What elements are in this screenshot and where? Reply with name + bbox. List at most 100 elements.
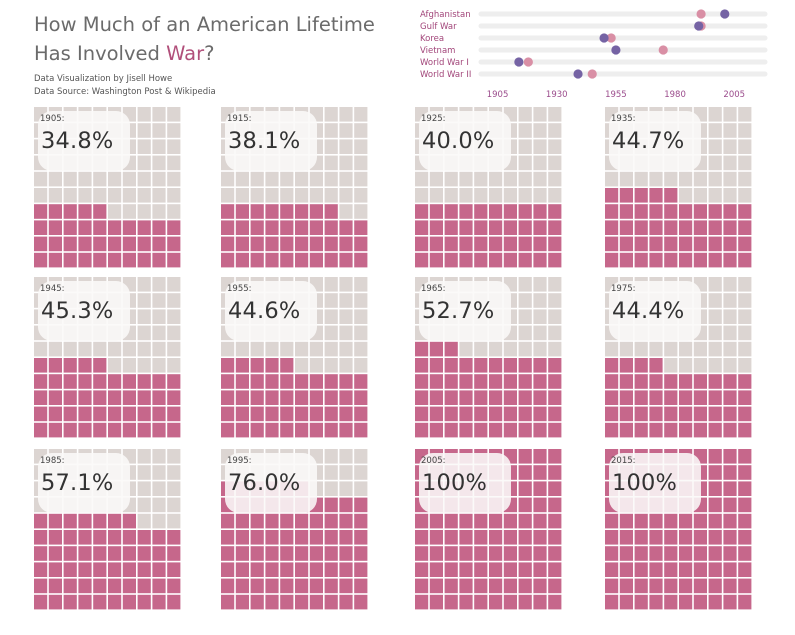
war-square: [605, 358, 619, 373]
peace-square: [354, 325, 368, 341]
war-square: [34, 204, 48, 219]
war-square: [280, 390, 294, 405]
war-square: [503, 374, 517, 389]
war-square: [63, 236, 77, 252]
peace-square: [518, 155, 532, 171]
peace-square: [738, 107, 752, 122]
peace-square: [474, 188, 488, 203]
war-square: [619, 546, 633, 561]
peace-square: [354, 107, 368, 122]
war-square: [295, 513, 309, 529]
peace-square: [167, 139, 181, 154]
war-square: [444, 358, 458, 373]
panel-year: 1995:: [227, 456, 252, 466]
x-tick-label: 1930: [546, 90, 568, 100]
peace-square: [693, 358, 707, 373]
war-square: [459, 546, 473, 561]
war-square: [444, 252, 458, 268]
war-square: [548, 578, 562, 594]
war-square: [723, 449, 737, 464]
war-square: [221, 594, 235, 610]
war-end-dot: [696, 9, 706, 19]
war-square: [605, 374, 619, 389]
war-square: [605, 594, 619, 610]
war-square: [444, 406, 458, 422]
peace-square: [309, 358, 323, 373]
war-square: [664, 374, 678, 389]
war-end-dot: [658, 45, 668, 55]
war-square: [324, 252, 338, 268]
war-square: [63, 578, 77, 594]
war-square: [548, 204, 562, 219]
war-square: [533, 497, 547, 513]
war-square: [221, 530, 235, 545]
war-square: [533, 465, 547, 480]
war-square: [167, 422, 181, 438]
war-square: [708, 252, 722, 268]
peace-square: [152, 465, 166, 480]
peace-square: [708, 139, 722, 154]
peace-square: [93, 188, 107, 203]
peace-square: [533, 277, 547, 292]
peace-square: [738, 123, 752, 138]
title-line-2: Has Involved War?: [34, 39, 375, 68]
x-tick-label: 1905: [487, 90, 509, 100]
peace-square: [548, 155, 562, 171]
war-square: [221, 546, 235, 561]
war-square: [619, 374, 633, 389]
war-square: [664, 188, 678, 203]
war-square: [503, 252, 517, 268]
peace-square: [108, 358, 122, 373]
peace-square: [295, 341, 309, 357]
war-square: [649, 252, 663, 268]
peace-square: [137, 358, 151, 373]
peace-square: [295, 171, 309, 187]
war-square: [93, 422, 107, 438]
war-square: [429, 422, 443, 438]
war-square: [619, 390, 633, 405]
war-square: [152, 374, 166, 389]
war-square: [533, 406, 547, 422]
peace-square: [649, 171, 663, 187]
war-square: [63, 390, 77, 405]
war-square: [605, 578, 619, 594]
war-square: [93, 406, 107, 422]
war-square: [634, 530, 648, 545]
peace-square: [723, 155, 737, 171]
war-square: [78, 530, 92, 545]
war-square: [221, 562, 235, 577]
panel-percentage: 38.1%: [228, 128, 301, 154]
waffle-panel: 1955: 44.6%: [221, 277, 369, 439]
war-square: [533, 204, 547, 219]
war-square: [503, 406, 517, 422]
war-square: [339, 390, 353, 405]
war-square: [354, 578, 368, 594]
war-square: [339, 220, 353, 235]
war-square: [221, 578, 235, 594]
war-square: [415, 513, 429, 529]
war-square: [137, 406, 151, 422]
war-square: [429, 594, 443, 610]
war-square: [489, 422, 503, 438]
war-square: [108, 578, 122, 594]
peace-square: [152, 309, 166, 324]
peace-square: [605, 171, 619, 187]
war-square: [649, 562, 663, 577]
war-square: [459, 562, 473, 577]
war-square: [444, 530, 458, 545]
war-square: [503, 236, 517, 252]
war-square: [250, 236, 264, 252]
war-label: Gulf War: [420, 22, 457, 32]
war-square: [250, 220, 264, 235]
peace-square: [339, 123, 353, 138]
peace-square: [723, 309, 737, 324]
war-square: [738, 390, 752, 405]
war-square: [634, 594, 648, 610]
war-square: [693, 390, 707, 405]
war-square: [634, 546, 648, 561]
peace-square: [137, 188, 151, 203]
war-square: [415, 562, 429, 577]
war-square: [459, 358, 473, 373]
war-square: [649, 236, 663, 252]
war-square: [605, 422, 619, 438]
